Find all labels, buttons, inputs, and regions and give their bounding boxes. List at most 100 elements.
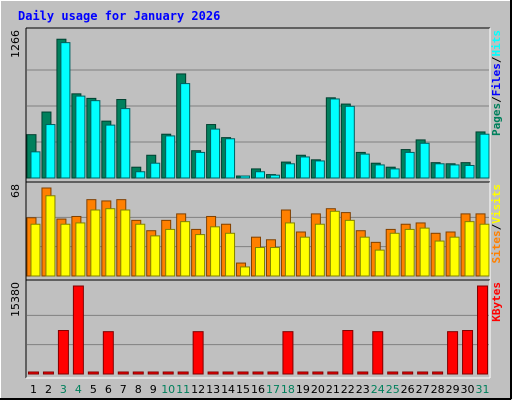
bar-hits-day-19 <box>299 156 310 179</box>
x-tick-day-5: 5 <box>90 383 97 396</box>
legend-item-hits: Hits <box>490 30 503 57</box>
y-max-label-visitors: 68 <box>9 184 22 198</box>
bar-visits-day-3 <box>60 223 71 277</box>
bar-hits-day-1 <box>30 151 41 179</box>
legend-kbytes: KBytes <box>490 282 503 322</box>
bar-hits-day-16 <box>255 171 265 179</box>
bar-hits-day-20 <box>314 160 325 179</box>
bar-kbytes-day-30 <box>462 330 474 375</box>
x-tick-day-3: 3 <box>60 383 67 396</box>
bar-hits-day-11 <box>180 83 191 179</box>
legend-item-pages: Pages <box>490 103 503 136</box>
legend-item-kbytes: KBytes <box>490 282 503 322</box>
bar-kbytes-day-29 <box>447 331 459 375</box>
legend-separator: / <box>490 96 503 103</box>
bar-kbytes-day-21 <box>327 371 339 375</box>
bar-hits-day-30 <box>464 164 475 179</box>
bar-kbytes-day-27 <box>417 371 429 375</box>
bar-kbytes-day-31 <box>477 285 489 375</box>
bar-hits-day-23 <box>359 153 370 179</box>
x-tick-day-1: 1 <box>30 383 37 396</box>
bar-kbytes-day-18 <box>282 331 294 375</box>
bar-visits-day-13 <box>210 226 221 277</box>
bar-kbytes-day-9 <box>147 371 159 375</box>
legend-usage: Pages/Files/Hits <box>490 30 503 136</box>
y-max-label-kbytes: 15380 <box>9 282 22 317</box>
bar-visits-day-25 <box>389 232 400 277</box>
bar-hits-day-18 <box>284 163 295 179</box>
bar-hits-day-6 <box>105 124 116 179</box>
bar-hits-day-7 <box>120 108 131 179</box>
bar-kbytes-day-6 <box>102 331 114 375</box>
bar-hits-day-2 <box>45 124 56 179</box>
bar-kbytes-day-12 <box>192 331 204 375</box>
bar-hits-day-3 <box>60 42 71 179</box>
bar-hits-day-25 <box>389 168 400 179</box>
bar-visits-day-12 <box>195 234 206 277</box>
bar-visits-day-5 <box>90 209 101 277</box>
bar-hits-day-26 <box>404 151 415 179</box>
bar-visits-day-2 <box>45 195 56 277</box>
x-tick-day-2: 2 <box>45 383 52 396</box>
bar-kbytes-day-26 <box>402 371 414 375</box>
bar-hits-day-9 <box>150 162 161 179</box>
bar-kbytes-day-8 <box>132 371 144 375</box>
bar-visits-day-1 <box>30 223 41 277</box>
legend-separator: / <box>490 223 503 230</box>
bar-kbytes-day-13 <box>207 371 219 375</box>
bar-hits-day-13 <box>210 128 221 179</box>
bar-visits-day-28 <box>434 240 445 277</box>
bar-visits-day-10 <box>165 228 176 277</box>
bar-kbytes-day-10 <box>162 371 174 375</box>
bar-kbytes-day-2 <box>42 371 54 375</box>
bar-visits-day-26 <box>404 228 415 277</box>
bar-hits-day-8 <box>135 171 146 179</box>
bar-hits-day-22 <box>344 105 355 179</box>
bar-hits-day-17 <box>269 174 280 179</box>
bar-kbytes-day-24 <box>372 331 384 375</box>
bar-visits-day-15 <box>240 266 251 277</box>
bar-hits-day-12 <box>195 151 206 179</box>
x-tick-day-30: 30 <box>461 383 475 396</box>
legend-item-files: Files <box>490 63 503 96</box>
bar-visits-day-7 <box>120 209 131 277</box>
panel-kbytes: 15380 KBytes <box>9 279 503 379</box>
x-tick-day-23: 23 <box>356 383 370 396</box>
bar-visits-day-6 <box>105 208 116 277</box>
x-tick-day-13: 13 <box>206 383 220 396</box>
legend-separator: / <box>490 56 503 63</box>
x-tick-day-31: 31 <box>476 383 490 396</box>
bar-kbytes-day-14 <box>222 371 234 375</box>
bar-visits-day-30 <box>464 221 475 277</box>
legend-visitors: Sites/Visits <box>490 184 503 264</box>
x-tick-day-8: 8 <box>135 383 142 396</box>
bar-hits-day-31 <box>479 133 490 179</box>
bar-kbytes-day-19 <box>297 371 309 375</box>
bar-visits-day-11 <box>180 221 191 277</box>
bar-visits-day-29 <box>449 236 460 277</box>
x-tick-day-20: 20 <box>311 383 325 396</box>
x-axis-tick-labels: 1 2 3 4 5 6 7 8 9 10 11 12 13 14 15 16 17 18 19 20 21 22 23 24 2… <box>30 383 490 396</box>
bar-kbytes-day-16 <box>252 371 264 375</box>
bar-visits-day-21 <box>329 210 340 277</box>
bar-visits-day-24 <box>374 249 385 277</box>
bar-hits-day-29 <box>449 164 460 179</box>
bar-hits-day-27 <box>419 142 430 179</box>
bar-kbytes-day-15 <box>237 371 249 375</box>
bar-visits-day-14 <box>225 232 236 277</box>
bar-visits-day-23 <box>359 236 370 277</box>
bar-kbytes-day-7 <box>117 371 129 375</box>
bar-visits-day-18 <box>284 222 295 277</box>
x-tick-day-10: 10 <box>161 383 175 396</box>
x-tick-day-29: 29 <box>446 383 460 396</box>
bar-kbytes-day-3 <box>57 330 69 375</box>
bar-kbytes-day-1 <box>27 371 39 375</box>
bar-kbytes-day-25 <box>387 371 399 375</box>
bar-hits-day-14 <box>225 138 236 179</box>
y-max-label-usage: 1266 <box>9 30 22 58</box>
bar-kbytes-day-11 <box>177 371 189 375</box>
x-tick-day-14: 14 <box>221 383 235 396</box>
bar-hits-day-15 <box>240 175 251 179</box>
